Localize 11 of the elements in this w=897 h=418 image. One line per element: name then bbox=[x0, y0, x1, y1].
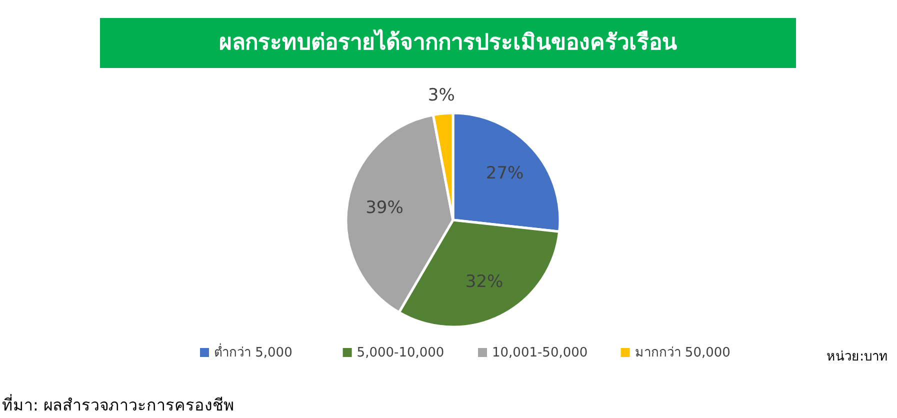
text: หน่วย:บาท bbox=[826, 350, 888, 364]
data-label: 32% bbox=[465, 272, 504, 292]
legend-label: ต่ำกว่า 5,000 bbox=[214, 344, 292, 360]
chart-title: ผลกระทบต่อรายได้จากการประเมินของครัวเรือน bbox=[219, 28, 677, 56]
legend-label: 5,000-10,000 bbox=[356, 346, 444, 360]
data-label: 27% bbox=[486, 164, 524, 184]
text: ที่มา: ผลสำรวจภาวะการครองชีพ bbox=[2, 394, 234, 414]
data-label: 39% bbox=[366, 198, 404, 218]
data-label: 3% bbox=[428, 86, 455, 106]
legend-label: มากกว่า 50,000 bbox=[634, 346, 730, 360]
legend-label: 10,001-50,000 bbox=[492, 346, 588, 360]
